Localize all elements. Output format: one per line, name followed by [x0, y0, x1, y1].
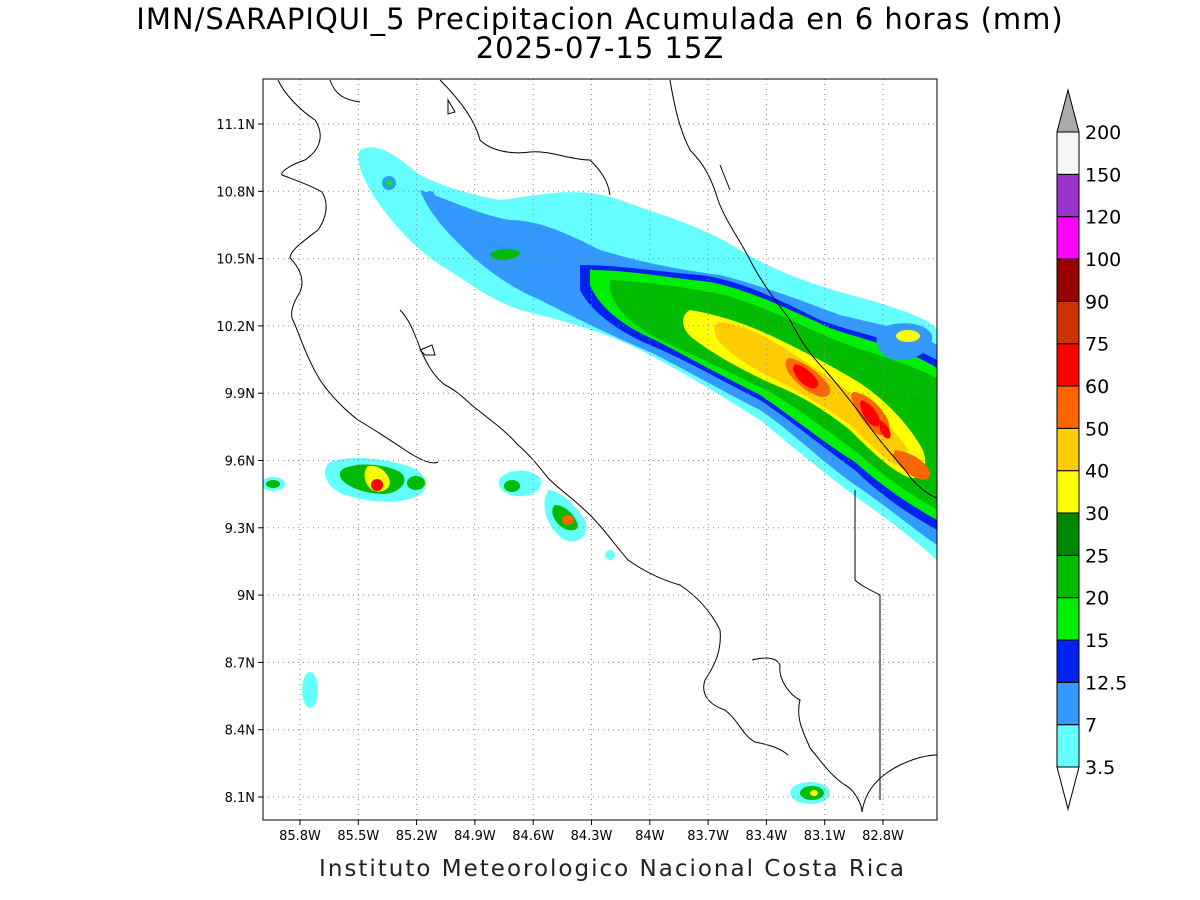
- map-area: [263, 79, 937, 820]
- precip-cell-west-peak: [364, 465, 390, 492]
- colorbar: 3.5 7 12.5 15 20 25 30 40 50 60 75 90 100 120 150 200: [1056, 88, 1127, 811]
- colorbar-level-label: 200: [1085, 122, 1121, 144]
- precip-cell-small: [449, 210, 461, 222]
- lon-tick-label: 82.8W: [862, 829, 904, 844]
- colorbar-segment: [1056, 724, 1080, 768]
- map-subtitle: 2025-07-15 15Z: [475, 31, 725, 65]
- precip-cell-small: [386, 180, 392, 186]
- coastline: [277, 79, 937, 813]
- colorbar-level-label: 20: [1085, 588, 1109, 610]
- map-frame: [262, 78, 938, 821]
- colorbar-arrow-low: [1056, 766, 1080, 811]
- precip-cell-central-core: [504, 480, 520, 492]
- colorbar-level-label: 120: [1085, 207, 1121, 229]
- lon-tick-label: 83.7W: [687, 829, 729, 844]
- lon-tick-label: 85.5W: [337, 829, 379, 844]
- precip-cell-small: [302, 672, 318, 708]
- colorbar-level-label: 25: [1085, 545, 1109, 567]
- colorbar-level-label: 50: [1085, 418, 1109, 440]
- lat-tick-label: 8.1N: [225, 791, 255, 806]
- map-title: IMN/SARAPIQUI_5 Precipitacion Acumulada …: [136, 2, 1064, 36]
- colorbar-segment: [1056, 131, 1080, 175]
- lat-tick-label: 8.7N: [225, 656, 255, 671]
- colorbar-segment: [1056, 258, 1080, 302]
- precip-cell-central-max: [562, 515, 574, 525]
- colorbar-level-label: 3.5: [1085, 757, 1115, 779]
- precip-cell-east: [876, 323, 933, 361]
- lon-tick-label: 84.6W: [512, 829, 554, 844]
- lat-tick-label: 9N: [237, 589, 255, 604]
- colorbar-segment: [1056, 681, 1080, 726]
- map-grid: [263, 79, 937, 820]
- lon-tick-label: 83.1W: [804, 829, 846, 844]
- colorbar-arrow-high: [1056, 88, 1080, 133]
- precip-cell-east-core: [896, 330, 920, 342]
- colorbar-segment: [1056, 300, 1080, 345]
- colorbar-level-label: 15: [1085, 630, 1109, 652]
- colorbar-level-label: 90: [1085, 291, 1109, 313]
- lat-tick-label: 9.6N: [225, 455, 255, 470]
- longitude-axis: 85.8W 85.5W 85.2W 84.9W 84.6W 84.3W 84W 83.7W 83…: [279, 820, 904, 844]
- colorbar-segment: [1056, 470, 1080, 514]
- precip-contour-40: [714, 322, 908, 466]
- colorbar-level-label: 30: [1085, 503, 1109, 525]
- precip-contour-7: [420, 190, 937, 545]
- latitude-axis: 11.1N 10.8N 10.5N 10.2N 9.9N 9.6N 9.3N 9N 8.7N 8.…: [216, 118, 263, 806]
- precip-cell-edge: [266, 480, 280, 488]
- colorbar-segment: [1056, 512, 1080, 556]
- colorbar-segment: [1056, 427, 1080, 472]
- colorbar-level-label: 40: [1085, 461, 1109, 483]
- colorbar-segment: [1056, 597, 1080, 641]
- colorbar-level-label: 12.5: [1085, 672, 1127, 694]
- precip-cell-west-max: [371, 479, 383, 491]
- precip-cell-small: [407, 476, 425, 490]
- lat-tick-label: 10.2N: [216, 320, 255, 335]
- colorbar-segment: [1056, 639, 1080, 683]
- precip-cell-small: [425, 191, 435, 201]
- lon-tick-label: 83.4W: [745, 829, 787, 844]
- lon-tick-label: 84.3W: [571, 829, 613, 844]
- colorbar-segment: [1056, 554, 1080, 599]
- lat-tick-label: 9.9N: [225, 387, 255, 402]
- lat-tick-label: 11.1N: [216, 118, 255, 133]
- colorbar-segment: [1056, 173, 1080, 218]
- precip-cell-small: [605, 550, 615, 560]
- colorbar-level-label: 60: [1085, 376, 1109, 398]
- lon-tick-label: 85.8W: [279, 829, 321, 844]
- precipitation-field: [263, 147, 937, 804]
- lon-tick-label: 85.2W: [396, 829, 438, 844]
- colorbar-level-label: 100: [1085, 249, 1121, 271]
- lat-tick-label: 8.4N: [225, 724, 255, 739]
- lat-tick-label: 10.8N: [216, 185, 255, 200]
- lon-tick-label: 84.9W: [454, 829, 496, 844]
- precip-contour-50: [785, 358, 931, 480]
- colorbar-segment: [1056, 343, 1080, 387]
- colorbar-level-label: 150: [1085, 164, 1121, 186]
- precip-cell-north-core: [490, 249, 520, 261]
- colorbar-level-label: 7: [1085, 715, 1097, 737]
- precip-contour-60: [793, 364, 891, 439]
- lon-tick-label: 84W: [635, 829, 665, 844]
- precip-cell-south-peak: [810, 790, 818, 796]
- lat-tick-label: 9.3N: [225, 522, 255, 537]
- colorbar-level-label: 75: [1085, 334, 1109, 356]
- colorbar-segment: [1056, 385, 1080, 429]
- lat-tick-label: 10.5N: [216, 253, 255, 268]
- footer-credit: Instituto Meteorologico Nacional Costa R…: [319, 856, 906, 882]
- colorbar-segment: [1056, 216, 1080, 260]
